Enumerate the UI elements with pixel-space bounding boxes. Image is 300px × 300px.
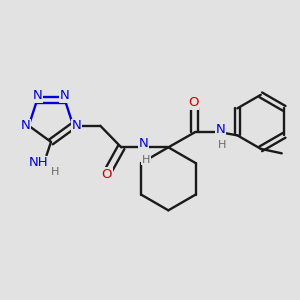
Text: N: N (32, 89, 42, 103)
Text: H: H (218, 140, 226, 150)
Text: N: N (72, 119, 82, 132)
Text: O: O (188, 96, 199, 110)
Text: N: N (20, 119, 30, 132)
Text: O: O (102, 168, 112, 181)
Text: N: N (60, 89, 70, 103)
Text: NH: NH (29, 156, 49, 170)
Text: H: H (51, 167, 60, 177)
Text: N: N (139, 137, 148, 150)
Text: N: N (215, 123, 225, 136)
Text: H: H (142, 155, 150, 165)
